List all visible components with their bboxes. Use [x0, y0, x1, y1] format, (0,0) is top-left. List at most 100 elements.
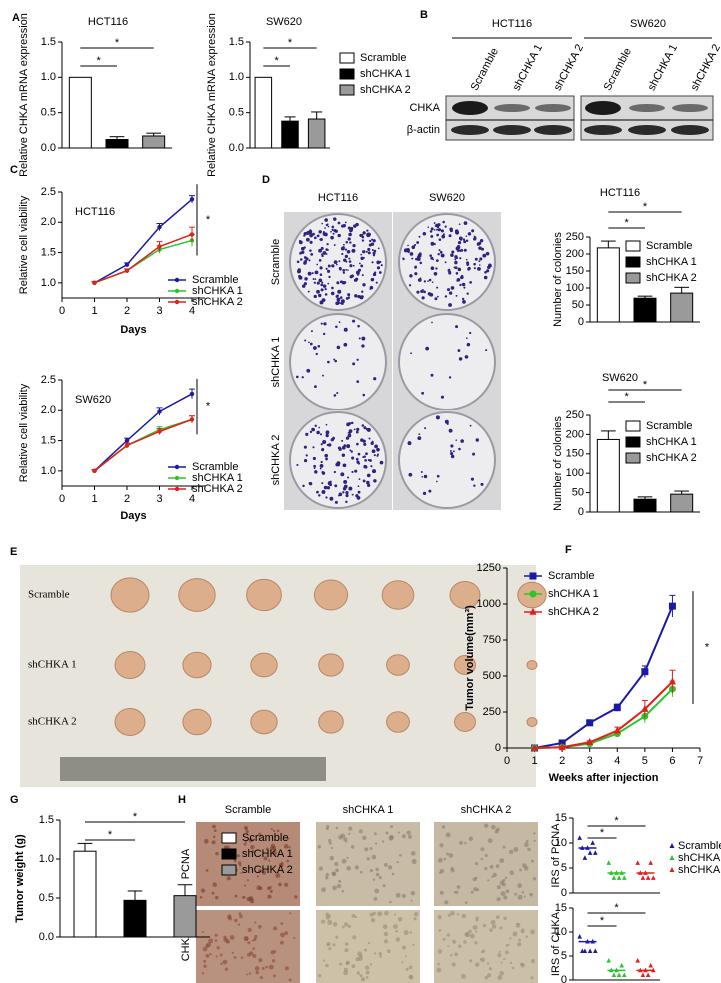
- colony-dot: [348, 257, 351, 260]
- colony-dot: [323, 485, 328, 490]
- colony-dot: [321, 471, 326, 475]
- colony-dot: [367, 247, 371, 251]
- legend-swatch: [221, 864, 237, 876]
- ihc-cell: [411, 859, 417, 864]
- ihc-cell: [338, 835, 343, 840]
- group-label: shCHKA 1: [28, 659, 77, 671]
- colony-dot: [340, 299, 345, 304]
- ihc-cell: [503, 916, 507, 921]
- colony-dot: [410, 352, 413, 355]
- ihc-cell: [385, 831, 389, 835]
- ihc-cell: [401, 961, 404, 964]
- ihc-cell: [362, 835, 367, 841]
- panel-label: E: [10, 546, 17, 558]
- colony-dot: [429, 254, 432, 257]
- ihc-cell: [205, 953, 210, 958]
- ihc-cell: [495, 915, 500, 920]
- ihc-cell: [436, 967, 442, 973]
- ihc-cell: [395, 892, 401, 898]
- ihc-cell: [412, 943, 415, 946]
- colony-dot: [478, 241, 482, 245]
- legend-label: shCHKA 2: [360, 84, 411, 96]
- colony-dot: [330, 291, 335, 296]
- ihc-cell: [408, 965, 413, 970]
- colony-dot: [422, 491, 427, 495]
- ihc-cell: [465, 932, 470, 938]
- ihc-cell: [404, 955, 407, 958]
- y-axis-label: Relative cell viability: [18, 195, 30, 294]
- ihc-cell: [253, 937, 257, 941]
- ihc-cell: [474, 861, 479, 866]
- colony-dot: [437, 228, 442, 232]
- colony-dot: [369, 285, 374, 290]
- colony-dot: [318, 259, 322, 262]
- marker: [641, 668, 649, 676]
- marker: [635, 860, 640, 865]
- ihc-cell: [406, 830, 411, 835]
- ihc-cell: [209, 953, 212, 956]
- colony-dot: [333, 470, 336, 474]
- colony-dot: [330, 230, 332, 233]
- ihc-cell: [369, 963, 373, 966]
- y-tick-label: 200: [566, 248, 584, 260]
- y-tick-label: 0.5: [39, 892, 54, 904]
- colony-dot: [304, 259, 307, 263]
- ihc-cell: [455, 890, 459, 894]
- ihc-cell: [359, 954, 363, 958]
- ihc-cell: [265, 965, 268, 969]
- colony-dot: [333, 217, 337, 221]
- ihc-cell: [532, 877, 537, 881]
- ihc-cell: [257, 832, 262, 837]
- colony-dot: [416, 256, 419, 258]
- ihc-cell: [446, 852, 449, 856]
- series-line: [94, 198, 193, 284]
- colony-dot: [348, 486, 353, 491]
- ihc-cell: [525, 839, 529, 843]
- series-line: [94, 233, 193, 284]
- bar: [254, 76, 273, 149]
- ihc-cell: [248, 837, 254, 843]
- legend-label: Scramble: [646, 240, 692, 252]
- ihc-cell: [341, 858, 347, 864]
- colony-dot: [347, 431, 350, 434]
- ihc-cell: [227, 916, 233, 921]
- colony-dot: [323, 322, 327, 326]
- marker: [668, 677, 676, 685]
- colony-dot: [319, 237, 323, 242]
- y-axis-label: Relative CHKA mRNA expression: [18, 13, 30, 177]
- colony-dot: [337, 221, 341, 225]
- colony-dot: [331, 264, 335, 268]
- ihc-cell: [496, 885, 501, 890]
- ihc-cell: [373, 952, 377, 955]
- colony-dot: [380, 264, 383, 267]
- ihc-cell: [244, 840, 248, 843]
- colony-dot: [362, 283, 366, 287]
- colony-dot: [361, 234, 364, 236]
- ihc-cell: [383, 939, 389, 944]
- colony-dot: [322, 232, 327, 236]
- colony-dot: [335, 462, 339, 467]
- marker: [635, 958, 640, 963]
- ihc-cell: [272, 850, 277, 856]
- significance-label: *: [614, 902, 619, 914]
- colony-dot: [352, 362, 356, 366]
- ihc-cell: [409, 931, 413, 934]
- ihc-cell: [383, 931, 389, 937]
- ihc-cell: [288, 846, 291, 849]
- marker: [648, 860, 653, 865]
- ihc-cell: [490, 919, 496, 925]
- colony-dot: [343, 327, 348, 332]
- marker: [613, 704, 621, 712]
- ihc-cell: [328, 838, 332, 843]
- ihc-cell: [509, 870, 515, 876]
- ihc-cell: [369, 847, 373, 850]
- ihc-cell: [233, 955, 237, 959]
- colony-dot: [338, 260, 341, 263]
- colony-dot: [318, 230, 322, 234]
- y-tick-label: 0: [578, 316, 584, 328]
- legend-label: Scramble: [242, 832, 288, 844]
- blot-band: [628, 125, 666, 135]
- y-tick-label: 15: [555, 902, 567, 914]
- ihc-cell: [242, 895, 246, 899]
- colony-dot: [352, 244, 356, 248]
